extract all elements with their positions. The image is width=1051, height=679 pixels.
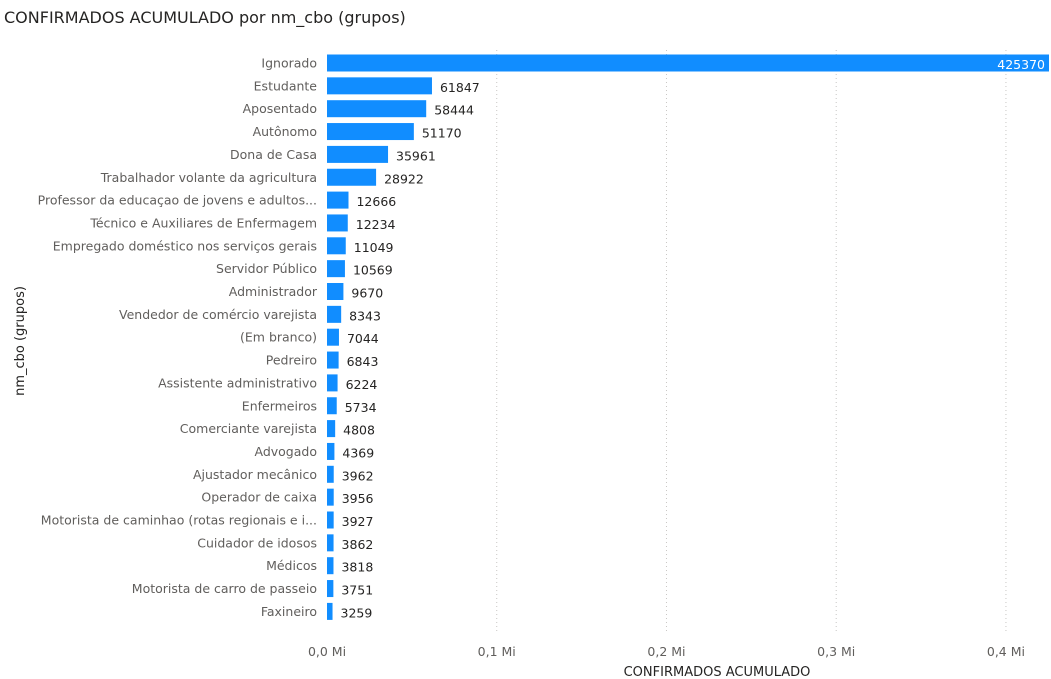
bar — [327, 77, 432, 95]
category-label: Aposentado — [243, 101, 317, 116]
y-axis-title: nm_cbo (grupos) — [13, 286, 28, 396]
bar — [327, 305, 342, 323]
bar — [327, 488, 334, 506]
data-label: 58444 — [434, 103, 474, 118]
data-label: 4808 — [343, 423, 375, 438]
bar — [327, 511, 334, 529]
bar — [327, 465, 334, 483]
data-label: 3962 — [342, 468, 374, 483]
bar — [327, 214, 348, 232]
bar — [327, 100, 427, 118]
category-label: Servidor Público — [216, 261, 317, 276]
data-label: 9670 — [351, 286, 383, 301]
category-label: Professor da educaçao de jovens e adulto… — [38, 193, 317, 208]
category-label: Empregado doméstico nos serviços gerais — [53, 238, 317, 253]
bar — [327, 145, 389, 163]
data-label: 3862 — [342, 537, 374, 552]
data-label: 3751 — [341, 583, 373, 598]
data-label: 51170 — [422, 126, 462, 141]
category-label: Comerciante varejista — [180, 421, 317, 436]
category-label: Advogado — [255, 444, 318, 459]
category-label: Assistente administrativo — [158, 375, 317, 390]
bar — [327, 191, 349, 209]
labels: Ignorado 425370 Estudante 61847 Aposentado 58… — [38, 56, 1045, 621]
bar — [327, 557, 334, 575]
bar — [327, 374, 338, 392]
bar — [327, 602, 333, 620]
data-label: 5734 — [345, 400, 377, 415]
bar — [327, 237, 346, 255]
data-label: 3818 — [341, 560, 373, 575]
data-label: 28922 — [384, 171, 424, 186]
category-label: Autônomo — [253, 124, 317, 139]
axes: 0,0 Mi 0,1 Mi 0,2 Mi 0,3 Mi 0,4 Mi CONFIRMADO… — [13, 286, 1025, 679]
data-label: 6843 — [347, 354, 379, 369]
x-tick-label: 0,1 Mi — [478, 644, 516, 659]
data-label: 3259 — [341, 605, 373, 620]
data-label: 3927 — [342, 514, 374, 529]
bar — [327, 580, 334, 598]
data-label: 425370 — [997, 57, 1045, 72]
bar — [327, 534, 334, 552]
category-label: Operador de caixa — [201, 490, 317, 505]
bar — [327, 351, 339, 369]
data-label: 7044 — [347, 331, 379, 346]
category-label: Trabalhador volante da agricultura — [100, 170, 317, 185]
data-label: 8343 — [349, 308, 381, 323]
data-label: 11049 — [354, 240, 394, 255]
category-label: Vendedor de comércio varejista — [119, 307, 317, 322]
data-label: 12666 — [356, 194, 396, 209]
bar — [327, 54, 1049, 72]
bar — [327, 168, 377, 186]
bar — [327, 260, 345, 278]
data-label: 61847 — [440, 80, 480, 95]
bar — [327, 397, 337, 415]
data-label: 4369 — [342, 445, 374, 460]
category-label: Faxineiro — [261, 604, 317, 619]
category-label: (Em branco) — [240, 330, 317, 345]
bar — [327, 123, 414, 141]
category-label: Dona de Casa — [230, 147, 317, 162]
category-label: Enfermeiros — [242, 398, 317, 413]
data-label: 12234 — [356, 217, 396, 232]
category-label: Ajustador mecânico — [193, 467, 317, 482]
chart-title: CONFIRMADOS ACUMULADO por nm_cbo (grupos… — [4, 8, 406, 27]
bar — [327, 283, 344, 300]
bar — [327, 328, 339, 346]
data-label: 6224 — [346, 377, 378, 392]
data-label: 3956 — [342, 491, 374, 506]
category-label: Médicos — [266, 558, 317, 573]
bar — [327, 420, 336, 438]
category-label: Motorista de caminhao (rotas regionais e… — [41, 513, 317, 528]
category-label: Técnico e Auxiliares de Enfermagem — [89, 215, 317, 230]
bars — [327, 54, 1049, 620]
x-tick-label: 0,2 Mi — [647, 644, 685, 659]
x-tick-label: 0,4 Mi — [987, 644, 1025, 659]
x-tick-label: 0,3 Mi — [817, 644, 855, 659]
category-label: Ignorado — [261, 56, 317, 71]
x-tick-label: 0,0 Mi — [308, 644, 346, 659]
category-label: Estudante — [254, 78, 318, 93]
data-label: 10569 — [353, 263, 393, 278]
category-label: Motorista de carro de passeio — [132, 581, 317, 596]
data-label: 35961 — [396, 148, 436, 163]
category-label: Pedreiro — [266, 353, 317, 368]
category-label: Cuidador de idosos — [197, 535, 317, 550]
category-label: Administrador — [229, 284, 318, 299]
grid-lines — [496, 50, 1007, 632]
bar — [327, 442, 335, 460]
x-axis-title: CONFIRMADOS ACUMULADO — [624, 665, 811, 679]
